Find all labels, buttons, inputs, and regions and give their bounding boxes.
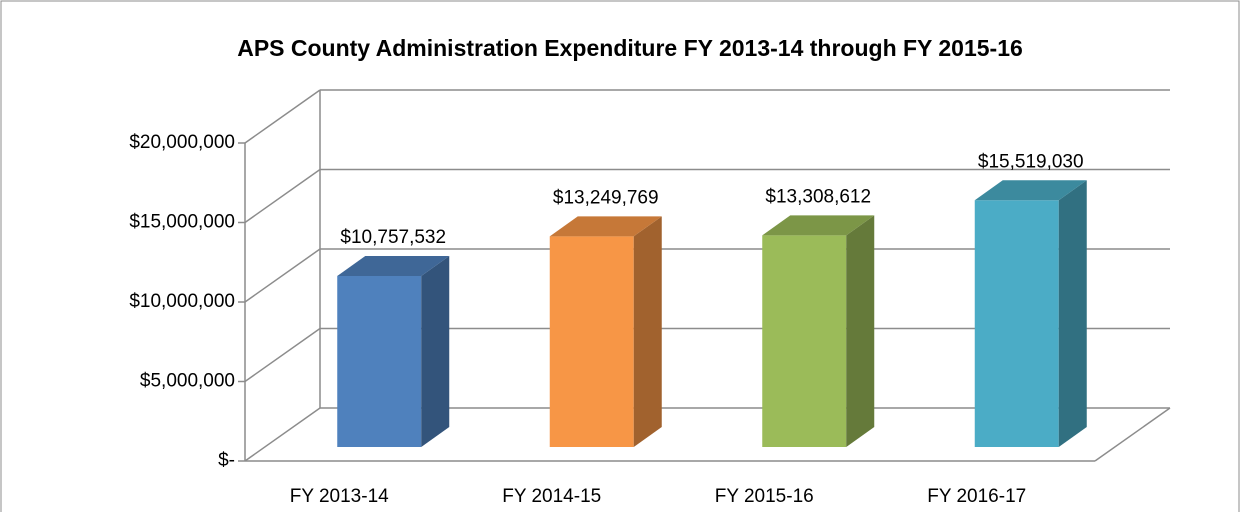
bar-front <box>549 236 634 447</box>
bar <box>337 255 450 447</box>
y-tick-label: $5,000,000 <box>140 371 235 392</box>
x-tick-label: FY 2013-14 <box>290 486 389 507</box>
y-tick-label: $15,000,000 <box>129 212 235 233</box>
data-label: $15,519,030 <box>978 151 1084 172</box>
bar <box>549 216 662 447</box>
bar-side <box>633 216 662 447</box>
bar-top <box>549 216 662 237</box>
grid-line <box>244 327 321 383</box>
grid-line <box>244 89 321 144</box>
bar-front <box>974 200 1059 447</box>
data-label: $10,757,532 <box>340 227 446 248</box>
bar-top <box>974 180 1087 201</box>
data-label: $13,308,612 <box>765 186 871 207</box>
y-tick-label: $20,000,000 <box>129 132 235 153</box>
bar <box>974 180 1087 447</box>
bar-top <box>337 255 450 276</box>
bar-side <box>421 255 450 447</box>
bar-side <box>846 215 875 447</box>
x-tick-label: FY 2016-17 <box>927 486 1026 507</box>
bar-side <box>1058 180 1087 447</box>
x-tick-label: FY 2015-16 <box>715 486 814 507</box>
data-label: $13,249,769 <box>553 187 659 208</box>
floor-right <box>1094 407 1171 462</box>
bar <box>762 215 875 447</box>
y-tick-label: $- <box>218 450 235 471</box>
y-tick-label: $10,000,000 <box>129 291 235 312</box>
bar-front <box>337 275 422 447</box>
grid-line <box>244 407 321 462</box>
bar-top <box>762 215 875 236</box>
x-tick-label: FY 2014-15 <box>502 486 601 507</box>
grid-line <box>244 168 321 224</box>
chart-title: APS County Administration Expenditure FY… <box>237 35 1023 61</box>
bar-front <box>762 235 847 447</box>
grid-line <box>244 248 321 303</box>
